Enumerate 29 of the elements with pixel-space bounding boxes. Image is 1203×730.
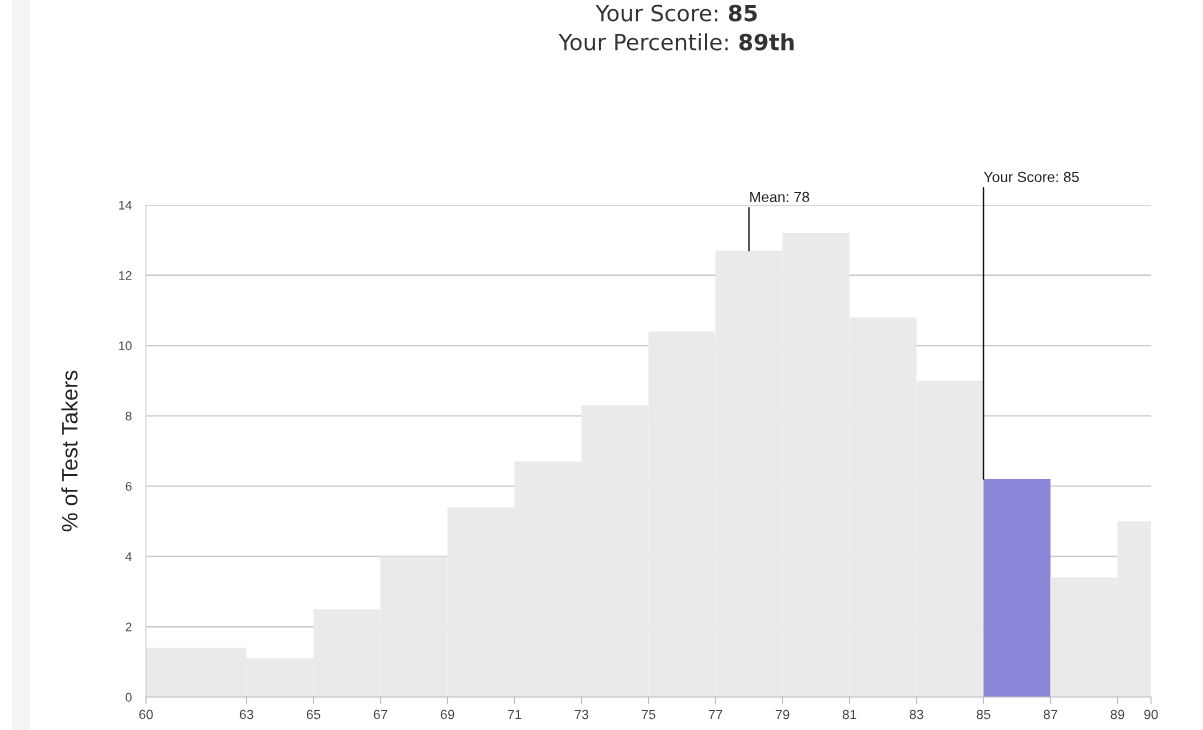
x-tick-label: 67 [373, 709, 388, 720]
x-tick-label: 73 [574, 709, 589, 720]
x-tick-label: 71 [507, 709, 522, 720]
x-tick-label: 75 [641, 709, 656, 720]
y-tick-label: 10 [119, 341, 132, 351]
y-tick-label: 12 [119, 271, 132, 280]
annotation: Mean: 78 [750, 191, 810, 203]
x-tick-label: 85 [976, 709, 991, 720]
x-tick-label: 90 [1144, 709, 1158, 720]
x-tick-label: 60 [139, 709, 153, 720]
y-axis-title: % of Test Takers [61, 370, 78, 532]
x-tick-label: 81 [842, 709, 857, 720]
chart-subtitle: Your Percentile: 89th [558, 33, 794, 51]
x-tick-label: 63 [239, 709, 254, 720]
y-tick-label: 0 [125, 692, 132, 702]
y-tick-label: 8 [125, 411, 132, 421]
x-tick-label: 83 [909, 709, 924, 720]
x-tick-label: 89 [1110, 709, 1125, 720]
annotation: Your Score: 85 [983, 171, 1079, 183]
chart-title: Your Score: 85 [595, 4, 757, 22]
y-tick-label: 4 [125, 552, 132, 561]
y-tick-label: 2 [125, 622, 132, 632]
x-tick-label: 77 [708, 709, 723, 720]
y-tick-label: 6 [125, 481, 132, 491]
x-tick-label: 65 [306, 709, 321, 720]
x-tick-label: 87 [1043, 709, 1058, 720]
x-tick-label: 79 [775, 709, 790, 720]
y-tick-label: 14 [119, 200, 132, 210]
x-tick-label: 69 [440, 709, 455, 720]
